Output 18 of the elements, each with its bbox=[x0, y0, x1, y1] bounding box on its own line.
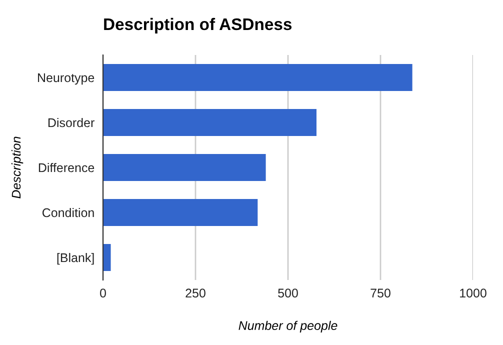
y-axis-title: Description bbox=[11, 136, 24, 198]
x-axis-title: Number of people bbox=[238, 320, 338, 332]
chart-title: Description of ASDness bbox=[104, 18, 292, 34]
x-tick-label: 0 bbox=[100, 288, 106, 298]
bar bbox=[103, 244, 111, 271]
y-tick-label: Neurotype bbox=[38, 73, 94, 85]
x-tick-label: 250 bbox=[186, 288, 206, 298]
x-tick-label: 500 bbox=[278, 288, 298, 298]
x-tick-label: 750 bbox=[370, 288, 390, 298]
bar bbox=[103, 109, 316, 136]
y-tick-label: Difference bbox=[38, 162, 94, 172]
y-tick-label: [Blank] bbox=[57, 252, 94, 265]
x-tick-label: 1000 bbox=[460, 288, 486, 298]
y-tick-label: Disorder bbox=[48, 118, 94, 128]
bar bbox=[103, 199, 258, 226]
bar bbox=[103, 64, 412, 91]
y-tick-label: Condition bbox=[42, 208, 94, 218]
bar bbox=[103, 154, 266, 181]
